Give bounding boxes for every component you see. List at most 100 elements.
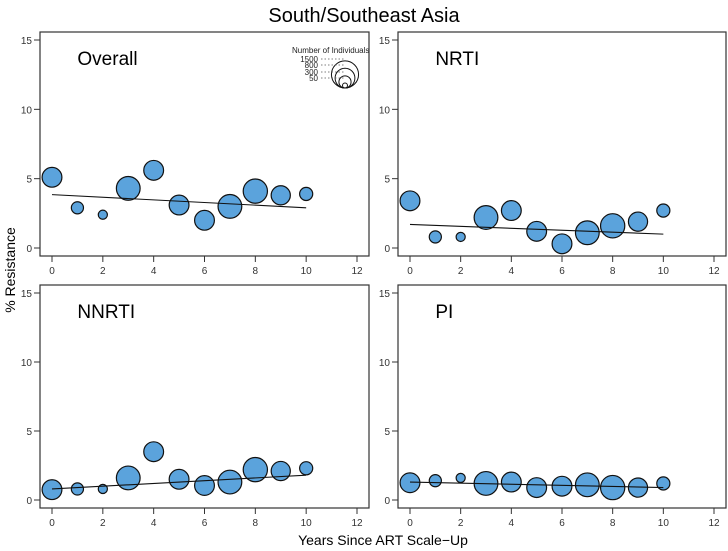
y-tick-label: 15 [21,36,33,47]
data-point [143,441,165,463]
x-tick-label: 6 [559,266,565,277]
y-tick-label: 0 [26,244,32,255]
panel-label: PI [435,302,453,323]
trend-line [409,223,664,235]
x-tick-label: 12 [351,518,363,529]
x-tick-label: 2 [100,266,106,277]
legend-label: 50 [309,74,318,83]
data-point [399,190,421,212]
y-tick-label: 5 [26,427,32,438]
data-point [97,209,108,220]
legend-title: Number of Individuals [292,46,369,55]
chart-title: South/Southeast Asia [268,5,460,27]
data-point [70,482,85,496]
data-point [217,469,243,495]
panel-pi: 0 2 4 6 8 10 12 0 5 10 15 PI [379,284,727,529]
data-point [270,460,291,482]
legend-label: 800 [305,61,319,70]
data-point [70,201,85,215]
y-tick-label: 0 [384,244,390,255]
x-tick-label: 6 [202,266,208,277]
trend-line [409,481,664,489]
x-tick-label: 10 [301,518,313,529]
data-point [656,476,671,491]
x-tick-label: 12 [708,518,720,529]
data-point [526,220,548,242]
x-tick-label: 0 [407,518,413,529]
x-tick-label: 4 [509,266,515,277]
data-point [299,461,314,476]
data-point [115,465,141,491]
x-tick-label: 8 [253,266,259,277]
legend-label: 300 [305,68,319,77]
y-tick-label: 10 [379,358,391,369]
data-point [299,186,314,202]
data-point [194,475,215,497]
x-tick-label: 12 [351,266,363,277]
data-point [270,185,291,206]
data-point [242,178,269,204]
trend-line [51,474,307,490]
data-point [455,231,466,243]
y-tick-label: 0 [26,496,32,507]
data-point [41,479,63,501]
legend-circle [334,67,356,89]
data-point [574,220,600,246]
panel-nnrti: 0 2 4 6 8 10 12 0 5 10 15 NNRTI [21,284,370,529]
data-point [574,472,600,498]
trend-line [51,194,307,209]
x-tick-label: 6 [559,518,565,529]
x-tick-label: 2 [458,266,464,277]
data-point [115,175,141,201]
data-point [242,456,269,483]
x-tick-label: 12 [708,266,720,277]
y-tick-label: 10 [21,105,33,116]
x-tick-label: 4 [509,518,515,529]
x-tick-label: 10 [658,266,670,277]
y-axis-title: % Resistance [2,227,18,313]
y-tick-label: 5 [26,175,32,186]
panel-label: NNRTI [77,302,135,323]
x-tick-label: 0 [407,266,413,277]
data-point [551,233,573,255]
data-point [500,471,522,493]
data-point [526,477,548,499]
data-point [455,472,466,484]
panel-nrti: 0 2 4 6 8 10 12 0 5 10 15 NRTI [379,31,727,277]
x-tick-label: 8 [610,518,616,529]
data-point [428,474,442,488]
y-tick-label: 5 [384,427,390,438]
x-axis-title: Years Since ART Scale−Up [298,532,468,548]
y-tick-label: 10 [379,105,391,116]
panel-label: Overall [77,49,137,70]
data-point [168,194,190,216]
x-tick-label: 10 [658,518,670,529]
x-tick-label: 10 [301,266,313,277]
y-tick-label: 0 [384,496,390,507]
panel-label: NRTI [435,49,479,70]
data-point [143,159,165,181]
legend-circle [342,82,348,89]
x-tick-label: 2 [458,518,464,529]
data-point [194,209,215,231]
x-tick-label: 8 [253,518,259,529]
panel-overall: 0 2 4 6 8 10 12 0 5 10 15 Overall [21,31,370,277]
data-point [656,203,671,218]
x-tick-label: 0 [49,266,55,277]
legend-circle [338,75,352,89]
data-point [599,213,626,239]
x-tick-label: 0 [49,518,55,529]
data-point [428,230,442,244]
y-tick-label: 5 [384,175,390,186]
y-tick-label: 10 [21,358,33,369]
data-point [500,200,522,222]
data-point [473,205,499,230]
y-tick-label: 15 [379,36,391,47]
x-tick-label: 6 [202,518,208,529]
x-tick-label: 8 [610,266,616,277]
data-point [217,193,243,219]
x-tick-label: 4 [151,266,157,277]
y-tick-label: 15 [379,289,391,300]
